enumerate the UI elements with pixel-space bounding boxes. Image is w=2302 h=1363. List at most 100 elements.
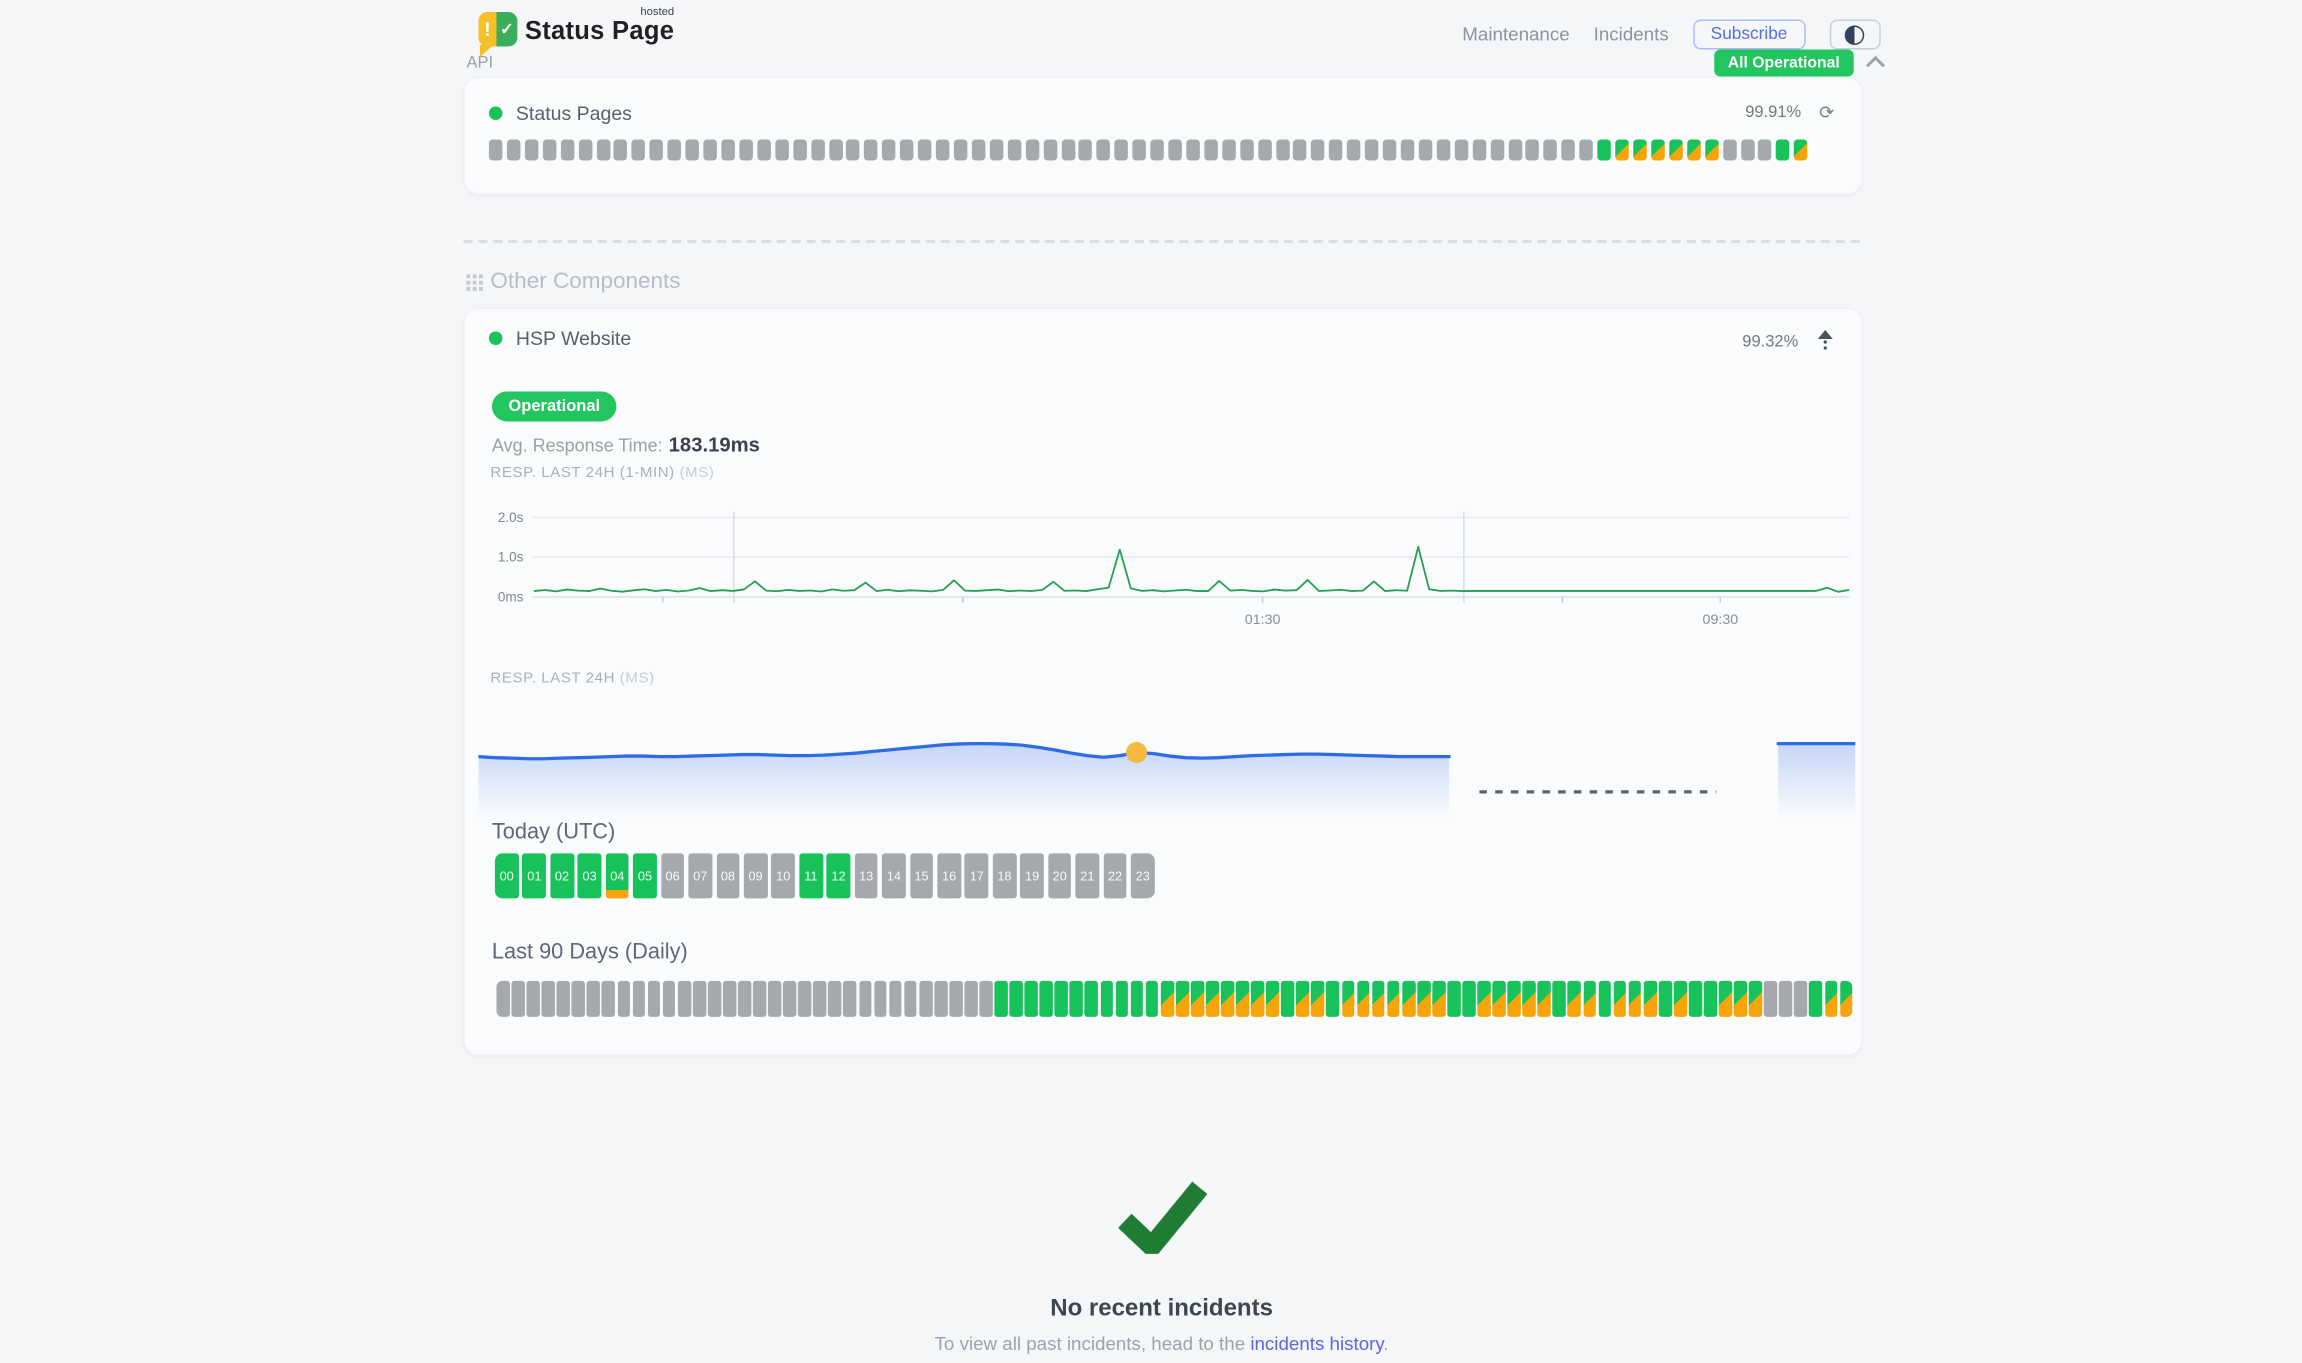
uptime-tick[interactable] <box>1186 139 1200 161</box>
day-block[interactable] <box>556 980 570 1017</box>
day-block[interactable] <box>1522 980 1536 1017</box>
day-block[interactable] <box>1100 980 1114 1017</box>
uptime-tick[interactable] <box>1704 139 1719 161</box>
hour-block-22[interactable]: 22 <box>1103 853 1127 899</box>
day-block[interactable] <box>1251 980 1265 1017</box>
day-block[interactable] <box>1733 980 1748 1017</box>
theme-toggle-button[interactable] <box>1829 19 1881 50</box>
hour-block-11[interactable]: 11 <box>799 853 823 899</box>
uptime-tick[interactable] <box>1007 139 1021 161</box>
day-block[interactable] <box>1281 980 1295 1017</box>
uptime-tick[interactable] <box>810 139 825 161</box>
day-block[interactable] <box>873 980 887 1017</box>
day-block[interactable] <box>1718 980 1733 1017</box>
uptime-tick[interactable] <box>1615 139 1629 161</box>
day-block[interactable] <box>737 980 752 1017</box>
uptime-tick[interactable] <box>1669 139 1683 161</box>
day-block[interactable] <box>1296 980 1310 1017</box>
day-block[interactable] <box>1341 980 1355 1017</box>
hour-block-20[interactable]: 20 <box>1047 853 1072 899</box>
day-block[interactable] <box>541 980 555 1017</box>
day-block[interactable] <box>964 980 978 1017</box>
uptime-tick[interactable] <box>1311 139 1325 161</box>
day-block[interactable] <box>511 980 525 1017</box>
day-block[interactable] <box>586 980 601 1017</box>
uptime-tick[interactable] <box>1222 139 1236 161</box>
day-block[interactable] <box>1598 980 1612 1017</box>
day-block[interactable] <box>1462 980 1476 1017</box>
day-block[interactable] <box>692 980 706 1017</box>
day-block[interactable] <box>1115 980 1129 1017</box>
uptime-tick[interactable] <box>864 139 878 161</box>
hour-block-08[interactable]: 08 <box>716 853 740 899</box>
uptime-tick[interactable] <box>918 139 932 161</box>
uptime-tick[interactable] <box>1025 139 1039 161</box>
uptime-tick[interactable] <box>1758 139 1772 161</box>
day-block[interactable] <box>602 980 616 1017</box>
collapse-arrow-up-icon[interactable] <box>1816 329 1834 353</box>
day-block[interactable] <box>1145 980 1159 1017</box>
refresh-icon[interactable]: ⟳ <box>1819 101 1835 123</box>
uptime-tick[interactable] <box>524 139 539 161</box>
uptime-tick[interactable] <box>1078 139 1093 161</box>
uptime-tick[interactable] <box>506 139 521 161</box>
day-block[interactable] <box>994 980 1008 1017</box>
component-row-hsp-website[interactable]: HSP Website <box>488 327 631 349</box>
day-block[interactable] <box>1130 980 1144 1017</box>
day-block[interactable] <box>1024 980 1038 1017</box>
uptime-tick[interactable] <box>1633 139 1647 161</box>
day-block[interactable] <box>979 980 993 1017</box>
uptime-tick[interactable] <box>846 139 861 161</box>
uptime-tick[interactable] <box>721 139 735 161</box>
day-block[interactable] <box>1492 980 1506 1017</box>
uptime-tick[interactable] <box>1794 139 1808 161</box>
uptime-tick[interactable] <box>1561 139 1576 161</box>
uptime-tick[interactable] <box>703 139 717 161</box>
uptime-tick[interactable] <box>1257 139 1272 161</box>
uptime-tick[interactable] <box>1275 139 1290 161</box>
day-block[interactable] <box>1567 980 1582 1017</box>
uptime-tick[interactable] <box>1579 139 1594 161</box>
day-block[interactable] <box>1417 980 1431 1017</box>
day-block[interactable] <box>1235 980 1250 1017</box>
uptime-tick[interactable] <box>1418 139 1433 161</box>
uptime-tick[interactable] <box>1776 139 1790 161</box>
day-block[interactable] <box>1537 980 1551 1017</box>
day-block[interactable] <box>722 980 737 1017</box>
uptime-tick[interactable] <box>1043 139 1057 161</box>
day-block[interactable] <box>949 980 963 1017</box>
day-block[interactable] <box>1311 980 1325 1017</box>
day-block[interactable] <box>1386 980 1401 1017</box>
day-block[interactable] <box>677 980 691 1017</box>
day-block[interactable] <box>843 980 857 1017</box>
uptime-tick[interactable] <box>1365 139 1379 161</box>
hour-block-19[interactable]: 19 <box>1020 853 1044 899</box>
uptime-tick[interactable] <box>900 139 914 161</box>
uptime-tick[interactable] <box>1096 139 1111 161</box>
uptime-tick[interactable] <box>596 139 610 161</box>
day-block[interactable] <box>1009 980 1023 1017</box>
hour-block-14[interactable]: 14 <box>882 853 906 899</box>
chevron-up-icon[interactable] <box>1865 55 1885 75</box>
uptime-tick[interactable] <box>1347 139 1361 161</box>
hour-block-09[interactable]: 09 <box>743 853 768 899</box>
day-block[interactable] <box>1477 980 1491 1017</box>
day-block[interactable] <box>752 980 767 1017</box>
day-block[interactable] <box>1794 980 1808 1017</box>
uptime-tick[interactable] <box>828 139 843 161</box>
uptime-tick[interactable] <box>1293 139 1308 161</box>
uptime-tick[interactable] <box>1061 139 1075 161</box>
day-block[interactable] <box>1356 980 1370 1017</box>
uptime-tick[interactable] <box>1472 139 1486 161</box>
uptime-tick[interactable] <box>1436 139 1451 161</box>
day-block[interactable] <box>768 980 782 1017</box>
day-block[interactable] <box>526 980 540 1017</box>
uptime-tick[interactable] <box>1168 139 1182 161</box>
day-block[interactable] <box>934 980 948 1017</box>
uptime-tick[interactable] <box>935 139 950 161</box>
uptime-tick[interactable] <box>1132 139 1147 161</box>
day-block[interactable] <box>1749 980 1763 1017</box>
day-block[interactable] <box>1205 980 1219 1017</box>
day-block[interactable] <box>1220 980 1235 1017</box>
uptime-tick[interactable] <box>1400 139 1415 161</box>
